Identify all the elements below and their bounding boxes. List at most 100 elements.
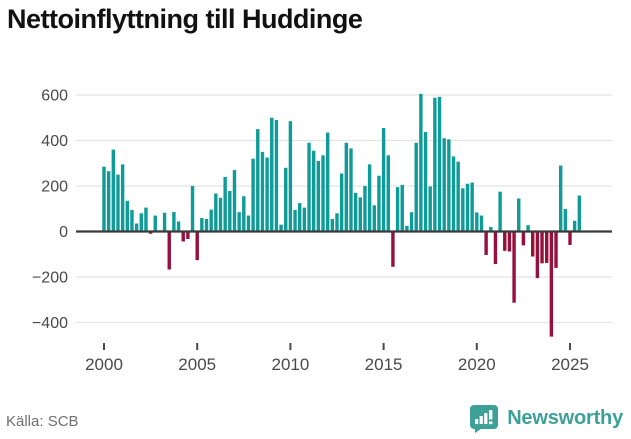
x-axis-label: 2010 [271,355,309,374]
bar-2006q4 [228,191,232,232]
x-axis-label: 2020 [458,355,496,374]
bar-2020q2 [479,215,484,232]
bar-2022q1 [512,231,516,303]
newsworthy-wordmark: Newsworthy [507,406,623,429]
bar-2004q2 [181,231,185,242]
bar-2019q4 [470,182,474,232]
bar-2009q3 [279,224,283,232]
bar-2018q1 [437,96,442,232]
x-axis-label: 2015 [365,355,403,374]
bar-2023q3 [540,231,544,264]
bar-2012q4 [339,173,344,232]
bar-2025q1 [568,231,572,245]
bar-2020q4 [489,226,493,232]
bar-2023q4 [545,231,549,263]
bar-2009q4 [284,167,288,232]
bar-2021q2 [498,191,502,232]
bar-2023q1 [531,231,535,257]
chart-title: Nettoinflyttning till Huddinge [7,4,363,34]
bar-2024q1 [549,231,554,337]
y-axis-label: 200 [41,179,68,196]
newsworthy-bubble-icon [470,405,499,433]
bar-2004q1 [176,221,181,232]
bar-2010q2 [293,209,297,232]
bar-2025q3 [577,195,582,232]
bar-2007q4 [246,215,251,232]
x-axis-label: 2025 [551,355,589,374]
bar-2001q4 [134,223,139,232]
bar-2021q4 [507,231,512,252]
bar-2011q3 [316,160,321,232]
bar-2017q4 [433,97,437,232]
bar-2017q2 [423,132,428,232]
bar-2016q4 [414,142,418,232]
bar-2000q2 [106,171,111,232]
y-axis-label: 0 [59,224,68,241]
bar-2014q1 [363,186,367,232]
bar-2008q4 [265,157,269,232]
exclamation-dot [489,421,493,425]
bar-2001q3 [130,209,134,232]
bar-2006q1 [214,193,218,232]
bar-2005q3 [204,218,209,232]
bar-2018q2 [442,138,446,232]
bar-2016q2 [405,225,409,232]
y-axis-label: −200 [32,270,68,287]
bar-2021q3 [503,231,507,251]
bar-2006q3 [223,176,227,232]
bar-2002q3 [148,231,153,234]
bar-2000q4 [116,174,120,232]
bar-2005q4 [209,209,213,232]
bar-2014q4 [377,175,381,232]
bar-2008q2 [256,129,260,232]
bar-2013q3 [353,192,358,232]
bar-2011q4 [321,155,325,232]
bar-2018q4 [451,156,456,232]
bar-2010q4 [302,207,307,232]
bar-2013q2 [349,148,353,232]
bar-2013q1 [344,142,349,232]
bar-2025q2 [572,220,577,232]
bar-2024q3 [558,165,563,232]
bar-2010q3 [298,203,302,232]
bar-2011q2 [312,150,316,232]
bar-2016q3 [409,212,414,232]
bar-2011q1 [307,142,311,232]
bar-2001q2 [125,200,129,232]
y-axis-label: −400 [32,315,68,332]
bar-2009q1 [270,117,274,232]
mini-bar-2 [479,416,483,424]
y-axis-label: 600 [41,88,68,105]
bar-2015q1 [381,127,386,232]
bar-2007q1 [232,170,237,232]
bar-2009q2 [274,120,279,232]
exclamation-stem [489,410,493,420]
bar-2000q1 [102,166,106,232]
bar-2001q1 [120,164,125,232]
bubble-shape [470,405,499,433]
x-axis-label: 2000 [85,355,123,374]
bar-2010q1 [288,121,293,232]
bar-2019q3 [465,183,470,232]
bar-2002q4 [153,215,157,232]
bar-2004q3 [186,231,190,240]
source-note: Källa: SCB [6,413,79,430]
bar-2020q1 [475,212,479,232]
bar-2020q3 [484,231,488,255]
y-axis-label: 400 [41,133,68,150]
bar-2021q1 [493,231,498,265]
bar-2024q4 [563,208,568,232]
bar-2016q1 [400,184,404,232]
newsworthy-logo[interactable]: Newsworthy [469,403,623,433]
bar-2018q3 [447,139,451,232]
bar-2003q3 [167,231,171,270]
bar-2012q2 [330,218,335,232]
bar-2003q2 [162,212,167,232]
mini-bar-3 [484,413,488,424]
bar-2014q3 [372,205,376,232]
bar-2012q3 [335,213,339,232]
bar-2002q1 [139,213,143,232]
bar-2012q1 [325,132,330,232]
